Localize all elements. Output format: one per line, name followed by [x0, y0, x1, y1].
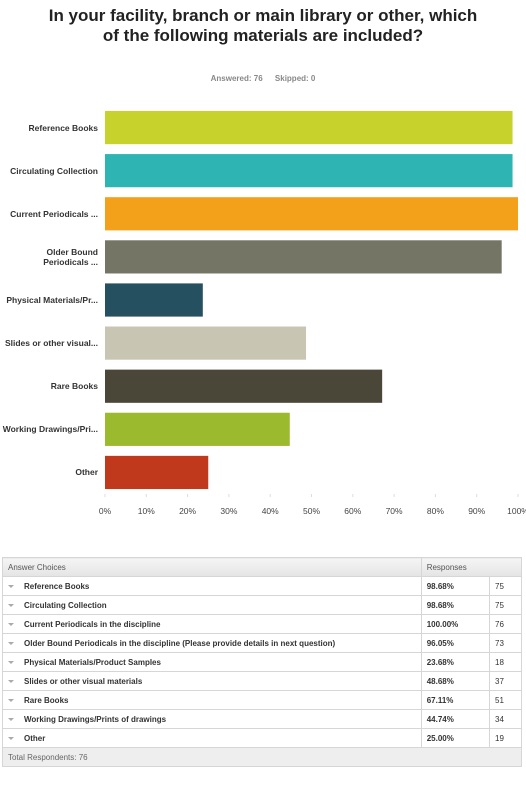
bar	[105, 154, 513, 188]
percent-cell: 44.74%	[420, 709, 491, 729]
choice-cell: Other	[2, 728, 422, 748]
header-row: Answer Choices Responses	[2, 557, 523, 577]
answered: Answered: 76	[210, 74, 263, 83]
skipped: Skipped: 0	[274, 74, 316, 83]
bar	[105, 455, 209, 490]
count-cell: 75	[489, 595, 522, 615]
count-cell: 34	[489, 709, 522, 729]
table-row: Working Drawings/Prints of drawings 44.74…	[2, 709, 522, 729]
bar	[105, 197, 518, 231]
category-label: Physical Materials/Pr...	[6, 295, 98, 305]
bar	[105, 412, 290, 446]
choice-text: Slides or other visual materials	[24, 676, 143, 686]
category-label: Circulating Collection	[10, 165, 98, 176]
x-tick-label: 60%	[344, 506, 361, 516]
x-tick-label: 80%	[427, 506, 444, 516]
expand-icon[interactable]	[8, 641, 14, 645]
table-row: Rare Books 67.11% 51	[2, 690, 522, 710]
summary: Answered: 76 Skipped: 0	[0, 74, 526, 83]
count-cell: 75	[489, 576, 522, 596]
x-tick-label: 10%	[138, 506, 155, 516]
choice-text: Older Bound Periodicals in the disciplin…	[24, 638, 336, 648]
category-label: Reference Books	[28, 122, 98, 133]
category-label: Current Periodicals ...	[10, 208, 98, 219]
answer-table: Answer Choices Responses Reference Books…	[2, 557, 523, 767]
count-cell: 37	[489, 671, 522, 691]
count-cell: 19	[489, 728, 522, 748]
expand-icon[interactable]	[8, 717, 14, 721]
choice-text: Rare Books	[24, 695, 69, 705]
choice-text: Circulating Collection	[24, 600, 107, 610]
choice-cell: Physical Materials/Product Samples	[2, 652, 422, 672]
chart: 0% 10% 20% 30% 40% 50% 60% 70% 80% 90% 100%	[99, 110, 526, 516]
percent-cell: 96.05%	[420, 633, 491, 653]
header-choices[interactable]: Answer Choices	[2, 557, 422, 577]
header-text: Answer Choices	[8, 562, 66, 572]
choice-text: Current Periodicals in the discipline	[24, 619, 161, 629]
category-label: Rare Books	[50, 381, 98, 392]
category-label: Working Drawings/Pri...	[2, 424, 98, 435]
choice-cell: Older Bound Periodicals in the disciplin…	[2, 633, 422, 653]
x-tick-label: 100%	[507, 506, 526, 516]
percent-cell: 98.68%	[420, 595, 491, 615]
expand-icon[interactable]	[8, 660, 14, 664]
percent-cell: 25.00%	[420, 728, 491, 748]
expand-icon[interactable]	[8, 698, 14, 702]
x-tick-label: 40%	[262, 506, 279, 516]
category-label: Slides or other visual...	[4, 338, 98, 349]
x-tick-label: 90%	[468, 506, 485, 516]
expand-icon[interactable]	[8, 603, 14, 607]
x-tick-label: 50%	[303, 506, 320, 516]
table-row: Slides or other visual materials 48.68% 37	[2, 671, 522, 691]
count-cell: 18	[489, 652, 522, 672]
bar	[105, 110, 513, 145]
percent-cell: 67.11%	[420, 690, 491, 710]
x-tick-label: 0%	[99, 506, 112, 516]
choice-cell: Circulating Collection	[2, 595, 422, 615]
bar	[105, 283, 203, 317]
percent-cell: 23.68%	[420, 652, 491, 672]
table-row: Current Periodicals in the discipline 100…	[2, 614, 522, 634]
choice-text: Other	[24, 733, 46, 743]
table-row: Older Bound Periodicals in the disciplin…	[2, 633, 522, 653]
count-cell: 76	[489, 614, 522, 634]
category-label: Other	[75, 467, 98, 478]
expand-icon[interactable]	[8, 736, 14, 740]
percent-cell: 98.68%	[420, 576, 491, 596]
bar	[105, 240, 502, 274]
choice-cell: Reference Books	[2, 576, 422, 596]
choice-cell: Working Drawings/Prints of drawings	[2, 709, 422, 729]
expand-icon[interactable]	[8, 584, 14, 588]
header-text: Responses	[426, 562, 467, 572]
percent-cell: 100.00%	[420, 614, 491, 634]
table-row: Physical Materials/Product Samples 23.68%…	[2, 652, 522, 672]
choice-text: Reference Books	[24, 581, 90, 591]
choice-cell: Current Periodicals in the discipline	[2, 614, 422, 634]
choice-cell: Slides or other visual materials	[2, 671, 422, 691]
category-label: Older Bound Periodicals ...	[43, 246, 98, 267]
header-responses[interactable]: Responses	[420, 557, 523, 577]
expand-icon[interactable]	[8, 679, 14, 683]
x-tick-label: 30%	[220, 506, 237, 516]
x-tick-label: 20%	[179, 506, 196, 516]
count-cell: 51	[489, 690, 522, 710]
count-cell: 73	[489, 633, 522, 653]
table-row: Reference Books 98.68% 75	[2, 576, 522, 596]
expand-icon[interactable]	[8, 622, 14, 626]
percent-cell: 48.68%	[420, 671, 491, 691]
bar	[105, 326, 307, 360]
table-row: Circulating Collection 98.68% 75	[2, 595, 522, 615]
bar	[105, 369, 383, 403]
choice-text: Working Drawings/Prints of drawings	[24, 714, 167, 724]
x-tick-label: 70%	[386, 506, 403, 516]
choice-cell: Rare Books	[2, 690, 422, 710]
table-row: Other 25.00% 19	[2, 728, 522, 748]
choice-text: Physical Materials/Product Samples	[24, 657, 161, 667]
total-respondents: Total Respondents: 76	[2, 747, 522, 767]
chart-title: In your facility, branch or main library…	[48, 6, 478, 45]
